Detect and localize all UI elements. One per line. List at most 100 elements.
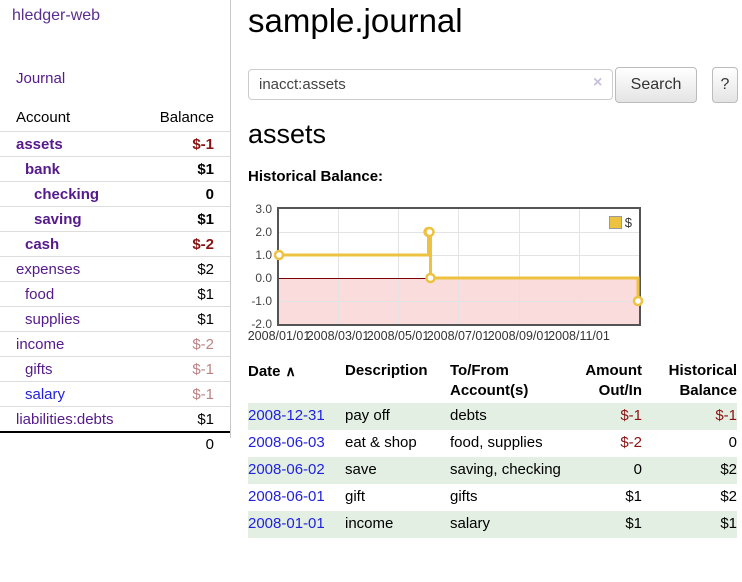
search-input[interactable] [248,69,613,100]
legend-swatch [608,216,622,229]
clear-search-icon[interactable]: × [593,74,603,91]
account-row: income $-2 [0,331,230,356]
account-balance: $-2 [192,235,214,253]
gridline-vertical [519,209,520,324]
transaction-amount: $1 [625,515,642,532]
register-header: Date ∧ Description To/From Account(s) Amo… [248,359,737,403]
transaction-accounts: salary [450,515,491,532]
account-row: liabilities:debts $1 [0,406,230,431]
account-row: supplies $1 [0,306,230,331]
accounts-panel: Account Balance assets $-1 bank $1 checking 0… [0,104,230,457]
app-title-link[interactable]: hledger-web [12,7,101,24]
account-row: cash $-2 [0,231,230,256]
account-link-supplies[interactable]: supplies [25,310,81,328]
accounts-total-value: 0 [205,436,214,453]
account-row: food $1 [0,281,230,306]
gridline-vertical [338,209,340,324]
transaction-description: gift [345,488,366,505]
transaction-date-link[interactable]: 2008-01-01 [248,515,325,532]
transaction-accounts: saving, checking [450,461,561,478]
account-row: saving $1 [0,206,230,231]
transaction-date-link[interactable]: 2008-06-01 [248,488,325,505]
accounts-header: Account Balance [0,104,230,131]
account-link-assets[interactable]: assets [16,135,63,153]
transaction-date-link[interactable]: 2008-12-31 [248,407,325,424]
transaction-date-cell: 2008-01-01 [248,514,345,534]
chart-plot-area: $ [273,207,644,326]
sort-ascending-icon: ∧ [285,363,296,379]
chart-legend: $ [606,214,634,231]
account-link-saving[interactable]: saving [34,210,82,228]
transaction-row: 2008-06-01 gift gifts $1 $2 [248,484,737,511]
account-link-liabilities:debts[interactable]: liabilities:debts [16,410,114,428]
balance-line [279,230,640,301]
account-balance: $1 [197,310,214,328]
transaction-amount: 0 [633,461,642,478]
historical-balance-chart: $ 2008/01/01 2008/03/01 2008/05/01 2008/07/… [245,200,685,346]
account-link-food[interactable]: food [25,285,55,303]
transaction-balance: $-1 [715,407,737,424]
transaction-description: eat & shop [345,434,417,451]
account-link-cash[interactable]: cash [25,235,60,253]
account-row: expenses $2 [0,256,230,281]
transaction-date-link[interactable]: 2008-06-03 [248,434,325,451]
account-row: gifts $-1 [0,356,230,381]
account-row: checking 0 [0,181,230,206]
account-link-bank[interactable]: bank [25,160,61,178]
account-balance: $-1 [192,360,214,378]
register-rows: 2008-12-31 pay off debts $-1 $-1 2008-06-03 ea… [248,403,737,538]
transaction-amount: $1 [625,488,642,505]
sidebar-item-journal[interactable]: Journal [16,70,66,87]
x-tick-label: 2008/05/01 [366,329,430,343]
page-title: sample.journal [248,2,463,39]
account-link-checking[interactable]: checking [34,185,100,203]
account-link-salary[interactable]: salary [25,385,66,403]
account-rows: assets $-1 bank $1 checking 0 saving $1 cash $-2 e… [0,131,230,431]
help-button[interactable]: ? [712,67,738,103]
transaction-date-cell: 2008-06-03 [248,433,345,453]
data-point-marker [632,295,644,307]
x-tick-label: 2008/11/01 [548,329,610,343]
account-balance: $1 [197,410,214,428]
column-header-accounts: To/From Account(s) [450,362,529,399]
data-point-marker [424,226,435,238]
y-tick-label: -2.0 [251,317,272,331]
account-row: salary $-1 [0,381,230,406]
column-header-date[interactable]: Date ∧ [248,361,345,401]
date-header-label: Date [248,363,281,380]
transaction-balance: $1 [720,515,737,532]
transaction-description: pay off [345,407,390,424]
transaction-date-link[interactable]: 2008-06-02 [248,461,325,478]
column-header-amount: Amount Out/In [585,362,642,399]
column-header-description: Description [345,362,428,379]
gridline-horizontal [279,232,639,233]
account-balance: 0 [205,185,214,203]
x-tick-label: 2008/09/01 [487,329,551,343]
search-button[interactable]: Search [615,67,697,103]
register-table: Date ∧ Description To/From Account(s) Amo… [248,359,737,538]
balance-series [273,226,644,307]
transaction-date-cell: 2008-06-02 [248,460,345,480]
transaction-balance: $2 [720,488,737,505]
column-header-balance: Historical Balance [668,362,737,399]
gridline-vertical [398,209,400,324]
transaction-row: 2008-06-02 save saving, checking 0 $2 [248,457,737,484]
transaction-balance: $2 [720,461,737,478]
account-link-income[interactable]: income [16,335,65,353]
account-balance: $2 [197,260,214,278]
transaction-date-cell: 2008-06-01 [248,487,345,507]
x-tick-label: 2008/07/01 [426,329,490,343]
gridline-horizontal [279,255,639,256]
account-link-gifts[interactable]: gifts [25,360,53,378]
account-balance: $-1 [192,135,214,153]
accounts-total-row: 0 [0,431,230,457]
transaction-row: 2008-06-03 eat & shop food, supplies $-2 0 [248,430,737,457]
account-link-expenses[interactable]: expenses [16,260,81,278]
transaction-date-cell: 2008-12-31 [248,406,345,426]
legend-label: $ [624,215,632,230]
y-tick-label: 2.0 [255,225,272,239]
main-content: sample.journal × Search ? assets Histori… [231,0,742,582]
transaction-accounts: gifts [450,488,478,505]
account-balance: $1 [197,210,214,228]
